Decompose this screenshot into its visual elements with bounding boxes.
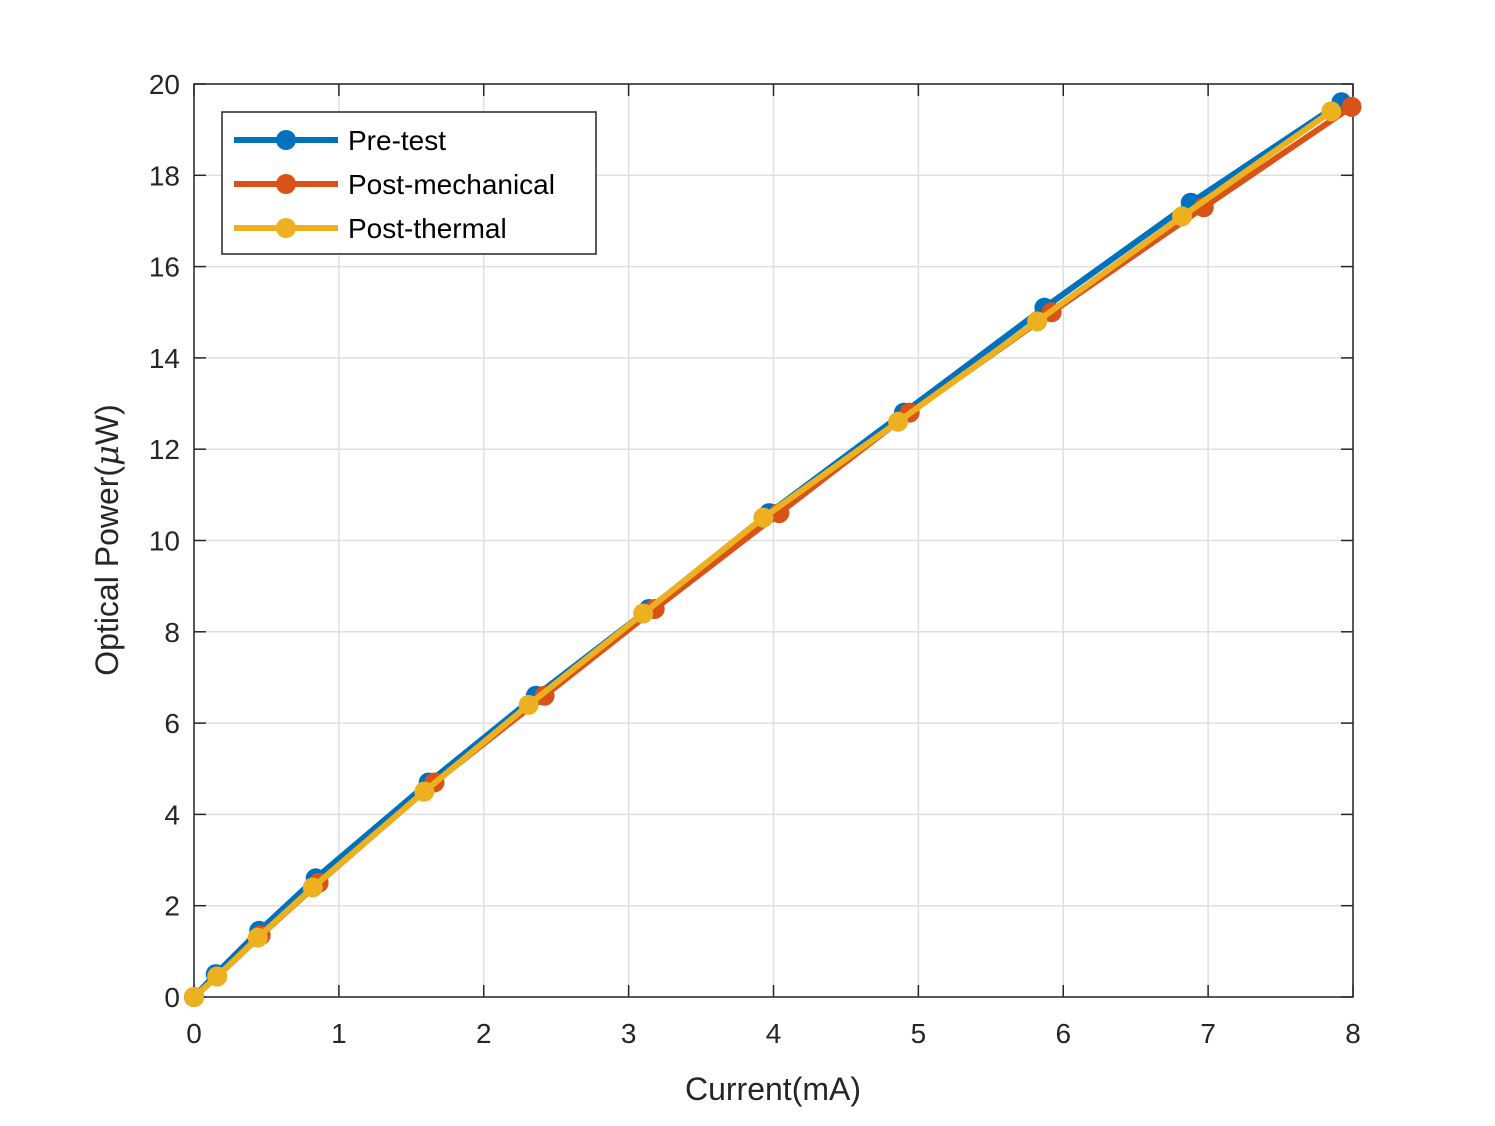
series [184, 92, 1362, 1007]
y-axis-title-suffix: W) [89, 404, 125, 445]
y-tick-label: 20 [149, 69, 180, 100]
x-tick-label: 3 [621, 1018, 637, 1049]
x-tick-label: 8 [1345, 1018, 1361, 1049]
legend: Pre-test Post-mechanical Post-thermal [221, 111, 597, 255]
legend-marker-post-mechanical [276, 174, 296, 194]
y-tick-label: 14 [149, 343, 180, 374]
y-axis-title-mu: μ [88, 445, 126, 466]
y-tick-label: 8 [164, 617, 180, 648]
y-tick-label: 16 [149, 252, 180, 283]
data-point-post-thermal [184, 987, 204, 1007]
x-tick-label: 0 [186, 1018, 202, 1049]
y-tick-label: 0 [164, 982, 180, 1013]
series-post-thermal [184, 101, 1342, 1007]
data-point-post-thermal [518, 694, 539, 715]
data-point-post-mechanical [1341, 96, 1362, 117]
y-axis-title: Optical Power(μW) [88, 404, 126, 676]
x-tick-label: 7 [1200, 1018, 1216, 1049]
y-tick-label: 10 [149, 526, 180, 557]
x-axis-title: Current(mA) [685, 1071, 861, 1107]
y-tick-label: 2 [164, 891, 180, 922]
y-tick-label: 12 [149, 434, 180, 465]
data-point-post-thermal [247, 927, 268, 948]
data-point-post-thermal [633, 603, 654, 624]
y-tick-label: 18 [149, 160, 180, 191]
x-tick-label: 6 [1055, 1018, 1071, 1049]
x-tick-label: 4 [766, 1018, 782, 1049]
y-tick-label: 6 [164, 708, 180, 739]
legend-label-post-mechanical: Post-mechanical [348, 169, 555, 200]
data-point-post-thermal [414, 781, 435, 802]
data-point-post-thermal [302, 877, 323, 898]
grid [193, 83, 1354, 998]
legend-marker-pre-test [276, 130, 296, 150]
data-point-post-thermal [888, 411, 909, 432]
legend-marker-post-thermal [276, 218, 296, 238]
legend-label-post-thermal: Post-thermal [348, 213, 507, 244]
data-point-post-thermal [1027, 311, 1048, 332]
data-point-post-thermal [1172, 206, 1193, 227]
legend-label-pre-test: Pre-test [348, 125, 446, 156]
x-tick-label: 1 [331, 1018, 347, 1049]
x-tick-label: 5 [911, 1018, 927, 1049]
y-tick-label: 4 [164, 799, 180, 830]
data-point-post-thermal [207, 966, 228, 987]
data-point-post-thermal [1321, 101, 1342, 122]
legend-entry-pre-test: Pre-test [234, 125, 446, 156]
x-tick-label: 2 [476, 1018, 492, 1049]
legend-entry-post-thermal: Post-thermal [234, 213, 507, 244]
legend-entry-post-mechanical: Post-mechanical [234, 169, 555, 200]
data-point-post-thermal [753, 507, 774, 528]
y-axis-title-prefix: Optical Power( [89, 466, 125, 676]
